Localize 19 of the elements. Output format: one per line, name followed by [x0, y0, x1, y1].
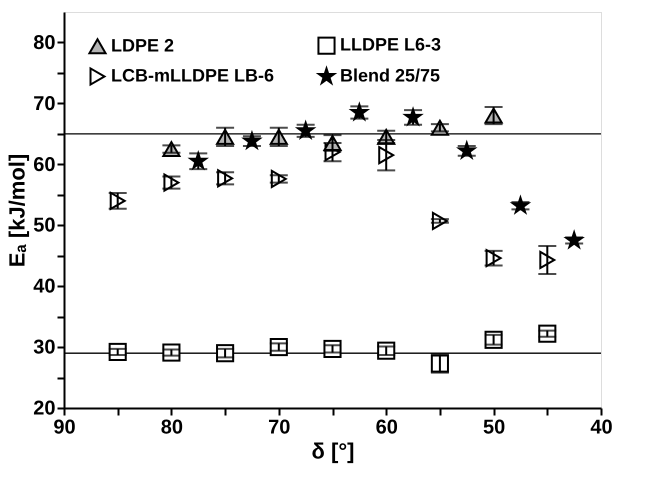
x-tick-label: 60 — [376, 416, 398, 438]
legend-label: Blend 25/75 — [340, 66, 440, 86]
legend-label: LDPE 2 — [111, 35, 174, 56]
y-tick-label: 70 — [33, 92, 56, 115]
x-tick-label: 80 — [160, 416, 184, 438]
y-axis-title: Eₐ [kJ/mol] — [4, 154, 30, 268]
y-tick-label: 20 — [33, 398, 56, 420]
x-tick-label: 40 — [590, 416, 613, 438]
y-tick-label: 60 — [33, 154, 56, 176]
x-tick-label: 70 — [268, 416, 290, 438]
x-tick-label: 90 — [53, 416, 76, 438]
y-tick-label: 40 — [33, 276, 56, 298]
legend-label: LCB-mLLDPE LB-6 — [111, 66, 274, 86]
x-axis-title: δ [°] — [312, 438, 354, 464]
x-tick-label: 50 — [482, 416, 506, 438]
y-tick-label: 80 — [33, 32, 56, 54]
y-tick-label: 50 — [33, 214, 56, 237]
legend-label: LLDPE L6-3 — [340, 34, 442, 55]
y-tick-label: 30 — [33, 336, 56, 359]
